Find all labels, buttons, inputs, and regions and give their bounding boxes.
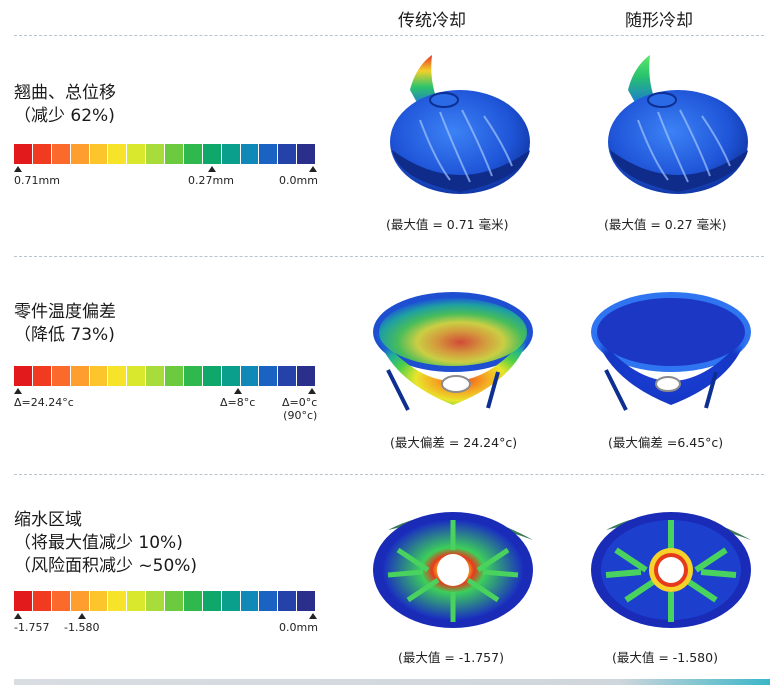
scale-swatch — [70, 144, 90, 164]
divider — [14, 256, 764, 257]
scale-swatch — [202, 591, 222, 611]
scale-swatch — [240, 591, 260, 611]
scale-swatch — [14, 591, 33, 611]
section-temperature-title: 零件温度偏差 （降低 73%) — [14, 301, 116, 347]
scale-swatch — [202, 144, 222, 164]
scale-swatch — [127, 591, 147, 611]
scale-swatch — [146, 366, 165, 386]
scale-swatch — [297, 366, 316, 386]
warpage-conventional-caption: (最大值 = 0.71 毫米) — [386, 217, 509, 232]
shrinkage-conventional-render — [373, 512, 533, 628]
scale-swatch — [278, 591, 298, 611]
scale-label-max: Δ=24.24°c — [14, 388, 74, 409]
temperature-conformal-caption: (最大偏差 =6.45°c) — [608, 435, 724, 450]
scale-swatch — [221, 144, 241, 164]
color-scale-bar — [14, 591, 316, 611]
scale-swatch — [14, 366, 33, 386]
scale-label-min: Δ=0°c (90°c) — [282, 388, 317, 422]
scale-swatch — [165, 144, 184, 164]
scale-swatch — [259, 366, 279, 386]
temperature-conformal-render — [591, 292, 751, 411]
section-title-line: （降低 73%) — [14, 325, 115, 345]
scale-label-min: 0.0mm — [279, 166, 318, 187]
warpage-conformal-render — [608, 55, 748, 194]
scale-swatch — [51, 366, 71, 386]
section-warpage-title: 翘曲、总位移 （减少 62%) — [14, 82, 116, 128]
warpage-conventional-render — [390, 55, 530, 194]
scale-label-max: 0.71mm — [14, 166, 60, 187]
shrinkage-conformal-caption: (最大值 = -1.580) — [612, 650, 718, 665]
scale-swatch — [89, 591, 109, 611]
color-scale-bar — [14, 144, 316, 164]
section-shrinkage-title: 缩水区域 （将最大值减少 10%) （风险面积减少 ~50%) — [14, 509, 197, 578]
section-title-line: （减少 62%) — [14, 106, 115, 126]
scale-label-mid: 0.27mm — [188, 166, 234, 187]
shrinkage-conventional-caption: (最大值 = -1.757) — [398, 650, 504, 665]
scale-label-min: 0.0mm — [279, 613, 318, 634]
shrinkage-conformal-render — [591, 512, 751, 628]
header-conventional-cooling: 传统冷却 — [398, 11, 466, 31]
scale-swatch — [183, 366, 203, 386]
scale-swatch — [278, 366, 298, 386]
scale-swatch — [240, 366, 260, 386]
scale-swatch — [297, 144, 316, 164]
scale-label-mid: -1.580 — [64, 613, 99, 634]
scale-swatch — [297, 591, 316, 611]
scale-swatch — [278, 144, 298, 164]
scale-swatch — [70, 591, 90, 611]
warpage-conformal-caption: (最大值 = 0.27 毫米) — [604, 217, 727, 232]
section-title-line: 翘曲、总位移 — [14, 83, 116, 103]
scale-swatch — [127, 366, 147, 386]
scale-swatch — [89, 144, 109, 164]
scale-swatch — [51, 144, 71, 164]
scale-label-reference: (90°c) — [283, 409, 318, 422]
temperature-conventional-caption: (最大偏差 = 24.24°c) — [390, 435, 518, 450]
scale-swatch — [146, 144, 165, 164]
temperature-conventional-render — [373, 292, 533, 411]
scale-label-max: -1.757 — [14, 613, 49, 634]
section-title-line: 缩水区域 — [14, 510, 82, 530]
scale-swatch — [32, 591, 52, 611]
scale-swatch — [108, 366, 128, 386]
scale-swatch — [183, 144, 203, 164]
scale-swatch — [32, 144, 52, 164]
scale-swatch — [89, 366, 109, 386]
color-scale-bar — [14, 366, 316, 386]
scale-swatch — [259, 591, 279, 611]
footer-bar — [14, 679, 770, 685]
section-title-line: 零件温度偏差 — [14, 302, 116, 322]
scale-swatch — [70, 366, 90, 386]
scale-swatch — [165, 366, 184, 386]
scale-swatch — [221, 366, 241, 386]
scale-swatch — [221, 591, 241, 611]
scale-label-mid: Δ=8°c — [220, 388, 255, 409]
scale-swatch — [202, 366, 222, 386]
scale-swatch — [183, 591, 203, 611]
section-title-line: （风险面积减少 ~50%) — [14, 556, 198, 576]
scale-swatch — [259, 144, 279, 164]
scale-swatch — [127, 144, 147, 164]
scale-swatch — [165, 591, 184, 611]
section-title-line: （将最大值减少 10%) — [14, 533, 183, 553]
scale-swatch — [51, 591, 71, 611]
scale-swatch — [108, 591, 128, 611]
scale-swatch — [240, 144, 260, 164]
divider — [14, 474, 764, 475]
scale-swatch — [146, 591, 165, 611]
scale-swatch — [32, 366, 52, 386]
header-conformal-cooling: 随形冷却 — [625, 11, 693, 31]
divider — [14, 35, 764, 36]
scale-swatch — [14, 144, 33, 164]
scale-swatch — [108, 144, 128, 164]
